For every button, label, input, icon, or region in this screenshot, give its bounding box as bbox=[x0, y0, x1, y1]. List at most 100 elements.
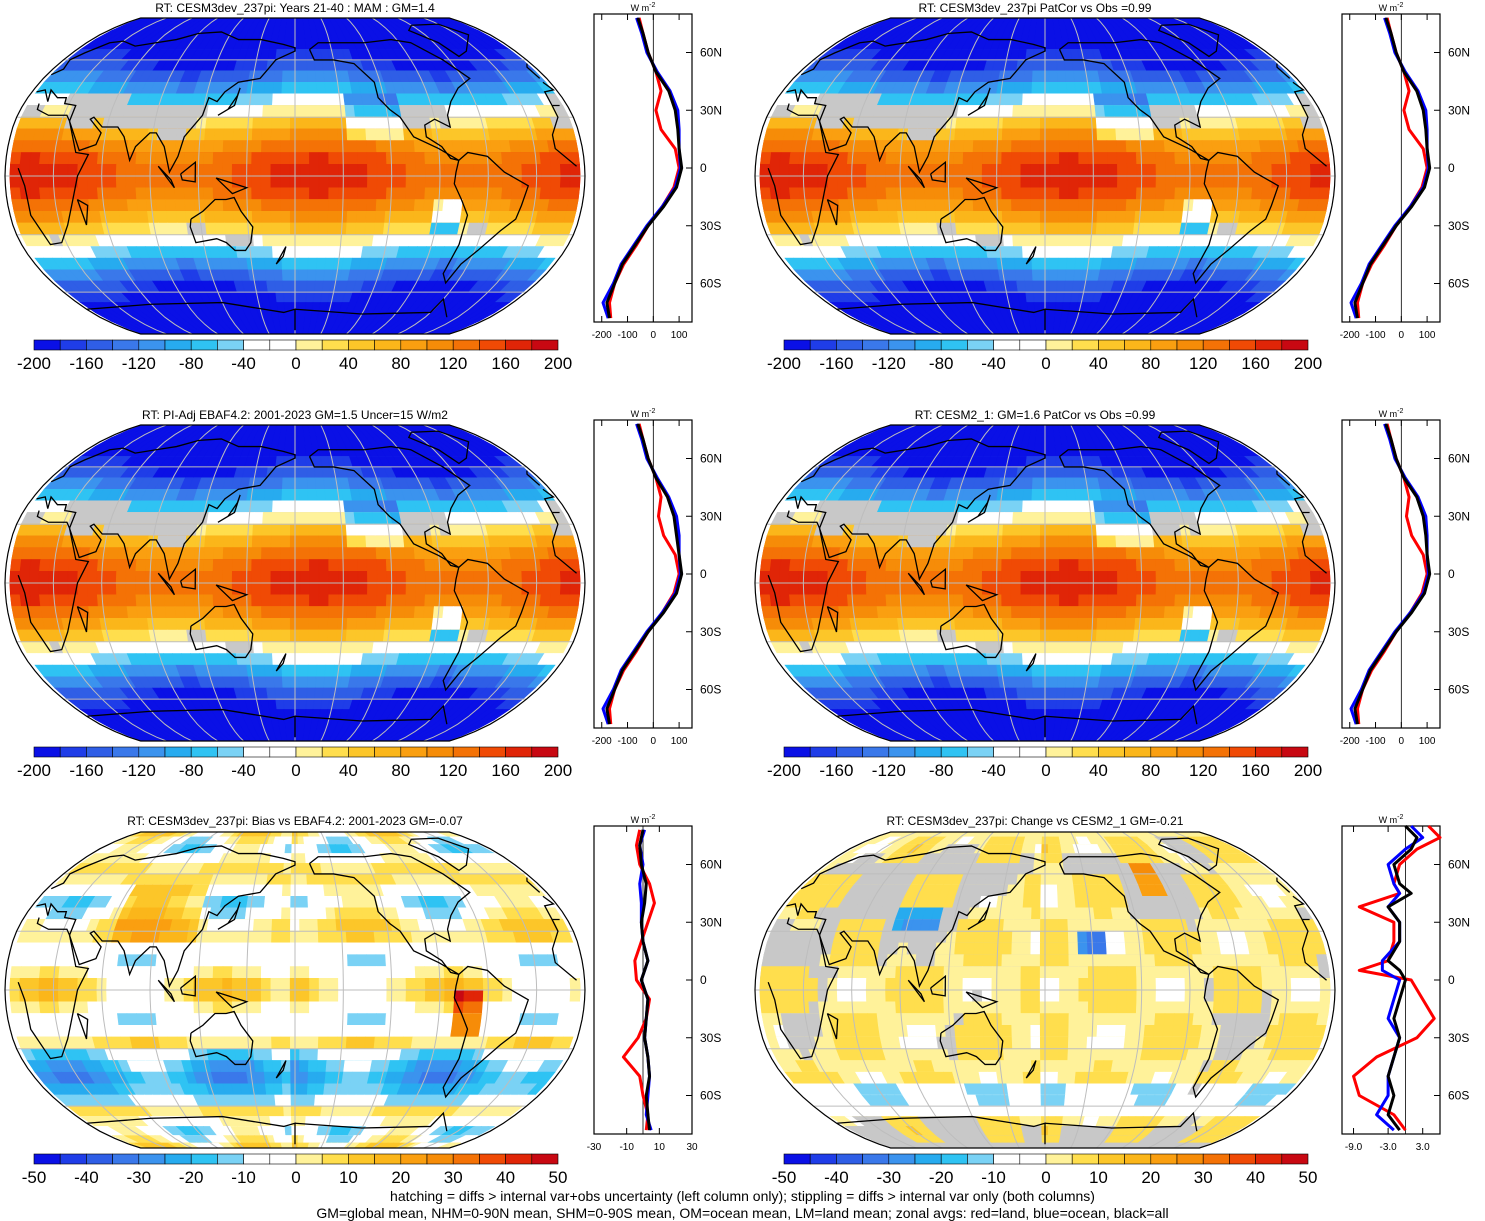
map-cell bbox=[923, 175, 935, 189]
map-cell bbox=[317, 512, 328, 525]
map-cell bbox=[261, 128, 272, 142]
map-cell bbox=[298, 477, 309, 490]
map-cell bbox=[344, 105, 356, 118]
map-cell bbox=[836, 175, 848, 189]
unit-label: W m-2 bbox=[1379, 2, 1404, 13]
map-cell bbox=[884, 328, 904, 334]
map-cell bbox=[353, 328, 367, 334]
map-cell bbox=[945, 328, 962, 334]
map-cell bbox=[875, 187, 887, 200]
map-cell bbox=[166, 210, 178, 224]
map-cell bbox=[156, 617, 169, 631]
map-cell bbox=[286, 18, 293, 24]
map-cell bbox=[1030, 222, 1041, 236]
map-cell bbox=[364, 222, 376, 236]
map-cell bbox=[566, 547, 579, 560]
map-cell bbox=[1097, 163, 1109, 177]
map-cell bbox=[1020, 140, 1032, 153]
map-cell bbox=[374, 128, 386, 142]
y-tick-label: 60N bbox=[1448, 46, 1470, 60]
map-cell bbox=[212, 582, 223, 596]
map-cell bbox=[223, 535, 235, 549]
map-cell bbox=[213, 140, 224, 153]
map-cell bbox=[1155, 175, 1167, 189]
map-cell bbox=[934, 140, 946, 153]
map-cell bbox=[275, 291, 285, 303]
map-cell bbox=[463, 570, 475, 584]
map-cell bbox=[501, 594, 513, 607]
map-cell bbox=[1049, 152, 1060, 165]
map-cell bbox=[308, 105, 319, 118]
map-cell bbox=[140, 328, 159, 334]
colorbar-tick-label: -40 bbox=[231, 354, 256, 373]
map-cell bbox=[277, 312, 287, 322]
map-cell bbox=[954, 210, 966, 224]
map-cell bbox=[281, 93, 291, 106]
map-cell bbox=[212, 570, 223, 584]
map-cell bbox=[1066, 246, 1078, 259]
map-cell bbox=[327, 222, 338, 236]
colorbar-swatch bbox=[809, 339, 837, 351]
map-cell bbox=[306, 466, 316, 479]
map-cell bbox=[1048, 49, 1057, 61]
graticule-line bbox=[899, 18, 969, 334]
map-cell bbox=[298, 291, 307, 303]
map-cell bbox=[367, 570, 378, 584]
map-cell bbox=[510, 152, 523, 165]
map-cell bbox=[271, 512, 282, 525]
map-cell bbox=[346, 128, 358, 142]
map-cell bbox=[904, 152, 916, 165]
map-cell bbox=[1020, 210, 1032, 224]
colorbar-swatch bbox=[1019, 339, 1047, 351]
map-cell bbox=[204, 128, 216, 142]
coastline bbox=[294, 297, 448, 318]
map-cell bbox=[251, 547, 262, 560]
map-cell bbox=[280, 210, 291, 224]
map-cell bbox=[885, 187, 897, 200]
map-cell bbox=[1126, 152, 1137, 165]
colorbar-swatch bbox=[836, 339, 863, 351]
map-cell bbox=[280, 523, 291, 537]
map-cell bbox=[280, 629, 291, 643]
map-cell bbox=[923, 163, 935, 177]
map-cell bbox=[1107, 152, 1118, 165]
map-cell bbox=[317, 523, 329, 537]
map-cell bbox=[568, 152, 580, 165]
coastline bbox=[907, 165, 926, 189]
map-cell bbox=[1005, 257, 1016, 271]
map-cell bbox=[413, 547, 425, 560]
graticule-line bbox=[1096, 18, 1143, 334]
map-cell bbox=[260, 570, 272, 584]
map-cell bbox=[252, 234, 264, 247]
map-cell bbox=[39, 152, 51, 165]
map-cell bbox=[299, 523, 310, 537]
map-cell bbox=[886, 199, 898, 212]
graticule-line bbox=[1121, 18, 1191, 334]
map-cell bbox=[1032, 280, 1042, 293]
map-cell bbox=[473, 175, 484, 189]
graticule-line bbox=[101, 18, 193, 334]
map-cell bbox=[307, 500, 318, 513]
map-cell bbox=[272, 488, 283, 502]
colorbar-swatch bbox=[1150, 339, 1178, 351]
map-cell bbox=[282, 466, 292, 479]
map-cell bbox=[1049, 128, 1060, 142]
map-cell bbox=[318, 163, 330, 177]
map-cell bbox=[346, 535, 358, 549]
map-cell bbox=[261, 606, 272, 619]
map-cell bbox=[10, 152, 22, 165]
panel-title-3: RT: PI-Adj EBAF4.2: 2001-2023 GM=1.5 Unc… bbox=[142, 408, 448, 422]
map-cell bbox=[1212, 152, 1224, 165]
map-cell bbox=[1077, 116, 1088, 130]
map-cell bbox=[444, 582, 455, 596]
map-cell bbox=[308, 512, 319, 525]
map-cell bbox=[309, 582, 320, 596]
map-cell bbox=[836, 163, 848, 177]
map-cell bbox=[28, 582, 40, 596]
map-cell bbox=[1001, 128, 1013, 142]
map-cell bbox=[222, 140, 234, 153]
map-cell bbox=[1049, 199, 1060, 212]
map-cell bbox=[125, 187, 137, 200]
map-cell bbox=[1095, 222, 1107, 236]
map-cell bbox=[1030, 328, 1038, 334]
